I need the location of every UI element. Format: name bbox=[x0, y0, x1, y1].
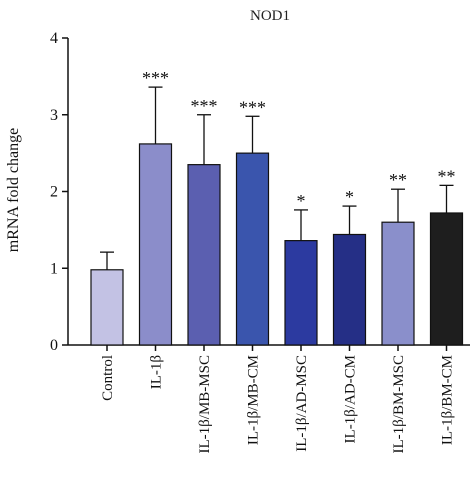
significance-label: *** bbox=[191, 96, 218, 116]
bar bbox=[187, 164, 221, 346]
bars bbox=[90, 143, 464, 346]
significance-label: ** bbox=[389, 170, 407, 190]
chart-title: NOD1 bbox=[250, 8, 290, 24]
significance-label: *** bbox=[239, 97, 266, 117]
category-label: IL-1β/AD-CM bbox=[343, 355, 359, 443]
bar bbox=[138, 143, 173, 346]
bar bbox=[284, 240, 318, 346]
y-axis-label: mRNA fold change bbox=[5, 128, 22, 252]
y-tick-label: 1 bbox=[50, 260, 58, 277]
bar bbox=[90, 269, 124, 346]
y-tick-label: 0 bbox=[50, 337, 58, 354]
category-label: IL-1β/MB-CM bbox=[246, 355, 262, 445]
bar bbox=[381, 221, 415, 346]
category-label: IL-1β/AD-MSC bbox=[294, 355, 310, 452]
y-ticks: 0 1 2 3 4 bbox=[50, 30, 68, 354]
significance-label: * bbox=[345, 187, 354, 207]
y-tick-label: 3 bbox=[50, 107, 58, 124]
bar bbox=[332, 233, 367, 346]
error-bars bbox=[100, 86, 454, 270]
bar bbox=[235, 152, 270, 346]
bar bbox=[429, 212, 464, 346]
category-label: IL-1β/BM-CM bbox=[440, 355, 456, 445]
significance-label: * bbox=[297, 191, 306, 211]
category-label: IL-1β/BM-MSC bbox=[391, 355, 407, 453]
significance-label: ** bbox=[438, 166, 456, 186]
category-label: IL-1β bbox=[149, 355, 165, 389]
category-label: IL-1β/MB-MSC bbox=[197, 355, 213, 453]
category-label: Control bbox=[100, 355, 116, 401]
category-labels: Control IL-1β IL-1β/MB-MSC IL-1β/MB-CM IL-1β… bbox=[100, 345, 456, 453]
y-tick-label: 4 bbox=[50, 30, 58, 47]
significance-labels: ****** **** *** ** bbox=[142, 68, 456, 211]
significance-label: *** bbox=[142, 68, 169, 88]
y-tick-label: 2 bbox=[50, 184, 58, 201]
